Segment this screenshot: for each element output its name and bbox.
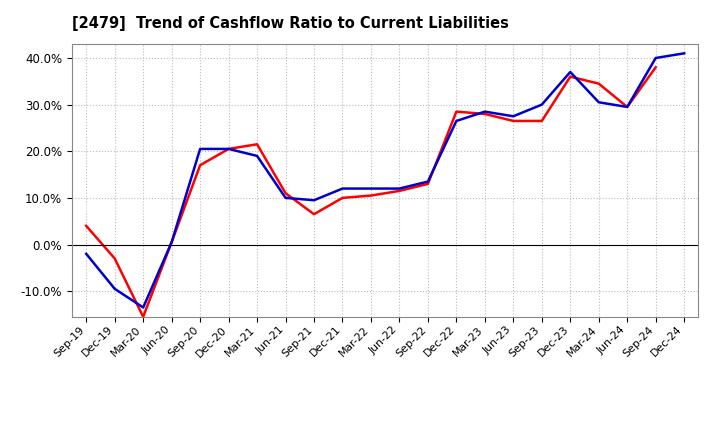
Operating CF to Current Liabilities: [595, 81, 603, 86]
Free CF to Current Liabilities: [167, 239, 176, 245]
Free CF to Current Liabilities: [310, 198, 318, 203]
Free CF to Current Liabilities: [480, 109, 489, 114]
Operating CF to Current Liabilities: [139, 314, 148, 319]
Operating CF to Current Liabilities: [566, 74, 575, 79]
Operating CF to Current Liabilities: [652, 65, 660, 70]
Free CF to Current Liabilities: [423, 179, 432, 184]
Free CF to Current Liabilities: [509, 114, 518, 119]
Free CF to Current Liabilities: [652, 55, 660, 61]
Operating CF to Current Liabilities: [253, 142, 261, 147]
Free CF to Current Liabilities: [395, 186, 404, 191]
Free CF to Current Liabilities: [623, 104, 631, 110]
Operating CF to Current Liabilities: [452, 109, 461, 114]
Line: Operating CF to Current Liabilities: Operating CF to Current Liabilities: [86, 67, 656, 317]
Legend: Operating CF to Current Liabilities, Free CF to Current Liabilities: Operating CF to Current Liabilities, Fre…: [135, 438, 635, 440]
Free CF to Current Liabilities: [110, 286, 119, 291]
Free CF to Current Liabilities: [282, 195, 290, 201]
Free CF to Current Liabilities: [452, 118, 461, 124]
Free CF to Current Liabilities: [366, 186, 375, 191]
Operating CF to Current Liabilities: [338, 195, 347, 201]
Operating CF to Current Liabilities: [480, 111, 489, 117]
Free CF to Current Liabilities: [537, 102, 546, 107]
Operating CF to Current Liabilities: [167, 239, 176, 245]
Operating CF to Current Liabilities: [82, 223, 91, 228]
Operating CF to Current Liabilities: [110, 256, 119, 261]
Operating CF to Current Liabilities: [310, 212, 318, 217]
Operating CF to Current Liabilities: [282, 191, 290, 196]
Free CF to Current Liabilities: [338, 186, 347, 191]
Free CF to Current Liabilities: [82, 251, 91, 257]
Operating CF to Current Liabilities: [537, 118, 546, 124]
Free CF to Current Liabilities: [253, 153, 261, 158]
Operating CF to Current Liabilities: [509, 118, 518, 124]
Free CF to Current Liabilities: [225, 146, 233, 151]
Line: Free CF to Current Liabilities: Free CF to Current Liabilities: [86, 53, 684, 308]
Free CF to Current Liabilities: [566, 70, 575, 75]
Operating CF to Current Liabilities: [366, 193, 375, 198]
Text: [2479]  Trend of Cashflow Ratio to Current Liabilities: [2479] Trend of Cashflow Ratio to Curren…: [72, 16, 509, 31]
Operating CF to Current Liabilities: [395, 188, 404, 194]
Operating CF to Current Liabilities: [196, 163, 204, 168]
Operating CF to Current Liabilities: [623, 104, 631, 110]
Free CF to Current Liabilities: [680, 51, 688, 56]
Free CF to Current Liabilities: [595, 99, 603, 105]
Free CF to Current Liabilities: [196, 146, 204, 151]
Operating CF to Current Liabilities: [423, 181, 432, 187]
Free CF to Current Liabilities: [139, 305, 148, 310]
Operating CF to Current Liabilities: [225, 146, 233, 151]
